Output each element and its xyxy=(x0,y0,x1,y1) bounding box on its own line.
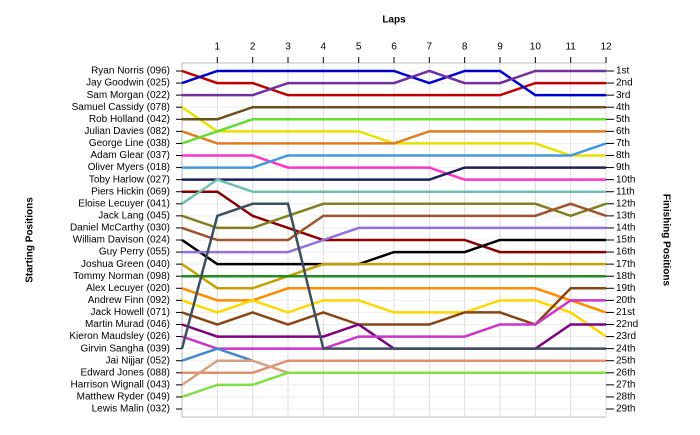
driver-line xyxy=(182,69,606,97)
driver-name: Jay Goodwin (025) xyxy=(86,78,170,89)
driver-name: Andrew Finn (092) xyxy=(88,295,170,306)
driver-name: Julian Davies (082) xyxy=(84,126,170,137)
y2-tick-label: 14th xyxy=(616,223,635,234)
y2-tick-label: 3rd xyxy=(616,90,630,101)
y2-tick-label: 22nd xyxy=(616,319,638,330)
y2-tick-label: 29th xyxy=(616,404,635,415)
y2-tick-label: 13th xyxy=(616,210,635,221)
y2-tick-label: 15th xyxy=(616,235,635,246)
driver-name: Oliver Myers (018) xyxy=(88,162,170,173)
driver-line xyxy=(181,371,606,399)
x-tick-label: 4 xyxy=(321,42,327,53)
y2-tick-label: 5th xyxy=(616,114,630,125)
driver-line xyxy=(182,105,606,121)
driver-name: Adam Glear (037) xyxy=(91,150,170,161)
driver-line xyxy=(181,69,606,97)
y2-tick-label: 7th xyxy=(616,138,630,149)
driver-name: Lewis Malin (032) xyxy=(92,404,170,415)
x-tick-label: 2 xyxy=(250,42,256,53)
x-tick-label: 11 xyxy=(565,42,576,53)
driver-line xyxy=(181,130,606,145)
y2-tick-label: 26th xyxy=(616,367,635,378)
driver-name: Jai Nijjar (052) xyxy=(106,355,170,366)
driver-line xyxy=(182,359,606,375)
driver-name: Daniel McCarthy (030) xyxy=(70,223,170,234)
driver-name: Girvin Sangha (039) xyxy=(81,343,171,354)
x-tick-label: 9 xyxy=(497,42,503,53)
driver-line xyxy=(181,118,606,145)
x-tick-label: 1 xyxy=(215,42,221,53)
x-tick-label: 5 xyxy=(356,42,362,53)
y2-tick-label: 24th xyxy=(616,343,635,354)
y-axis-label: Starting Positions xyxy=(25,197,36,283)
driver-line xyxy=(181,347,254,362)
driver-line xyxy=(182,190,606,254)
y2-tick-label: 16th xyxy=(616,247,635,258)
x-tick-label: 12 xyxy=(600,42,612,53)
y2-tick-label: 9th xyxy=(616,162,630,173)
driver-line xyxy=(182,142,607,169)
driver-name: Matthew Ryder (049) xyxy=(77,392,170,403)
driver-line xyxy=(182,166,606,181)
x-tick-label: 3 xyxy=(285,42,291,53)
driver-name: Martin Murad (046) xyxy=(85,319,170,330)
y2-tick-label: 18th xyxy=(616,271,635,282)
y2-tick-label: 25th xyxy=(616,355,635,366)
driver-name: Rob Holland (042) xyxy=(89,114,170,125)
driver-name: Tommy Norman (098) xyxy=(73,271,170,282)
driver-name: Edward Jones (088) xyxy=(81,367,171,378)
y2-tick-label: 11th xyxy=(616,186,635,197)
y2-tick-label: 28th xyxy=(616,392,635,403)
y2-tick-label: 12th xyxy=(616,198,635,209)
driver-line xyxy=(180,202,606,350)
y2-tick-label: 10th xyxy=(616,174,635,185)
driver-name: George Line (038) xyxy=(89,138,170,149)
driver-line xyxy=(181,202,607,242)
y2-tick-label: 2nd xyxy=(616,78,633,89)
driver-line xyxy=(181,202,607,230)
driver-name: Jack Lang (045) xyxy=(98,210,170,221)
driver-name: Toby Harlow (027) xyxy=(89,174,170,185)
driver-name: Alex Lecuyer (020) xyxy=(86,283,170,294)
y2-tick-label: 19th xyxy=(616,283,635,294)
driver-name: Piers Hickin (069) xyxy=(91,186,170,197)
driver-name: Kieron Maudsley (026) xyxy=(69,331,170,342)
x-tick-label: 6 xyxy=(391,42,397,53)
driver-name: Harrison Wignall (043) xyxy=(71,379,170,390)
driver-name: Sam Morgan (022) xyxy=(87,90,170,101)
x-tick-label: 10 xyxy=(530,42,542,53)
driver-name: Guy Perry (055) xyxy=(99,247,170,258)
driver-line xyxy=(181,299,607,338)
driver-line xyxy=(181,69,606,97)
driver-name: Ryan Norris (096) xyxy=(91,66,170,77)
y2-axis-label: Finishing Positions xyxy=(660,194,671,287)
y2-tick-label: 17th xyxy=(616,259,635,270)
y2-tick-label: 4th xyxy=(616,102,630,113)
x-tick-label: 7 xyxy=(427,42,433,53)
y2-tick-label: 23rd xyxy=(616,331,636,342)
driver-line xyxy=(181,262,606,290)
y2-tick-label: 1st xyxy=(616,66,630,77)
x-axis-label: Laps xyxy=(382,15,406,26)
driver-line xyxy=(181,299,606,350)
driver-line xyxy=(182,226,606,254)
driver-name: Joshua Green (040) xyxy=(81,259,170,270)
driver-name: Samuel Cassidy (078) xyxy=(72,102,170,113)
driver-name: Jack Howell (071) xyxy=(91,307,170,318)
driver-line xyxy=(181,238,606,266)
driver-name: William Davison (024) xyxy=(73,235,170,246)
driver-line xyxy=(182,154,606,181)
x-tick-label: 8 xyxy=(462,42,468,53)
driver-name: Eloise Lecuyer (041) xyxy=(78,198,170,209)
driver-line xyxy=(181,178,606,205)
y2-tick-label: 20th xyxy=(616,295,635,306)
y2-tick-label: 8th xyxy=(616,150,630,161)
y2-tick-label: 21st xyxy=(616,307,635,318)
y2-tick-label: 27th xyxy=(616,379,635,390)
y2-tick-label: 6th xyxy=(616,126,630,137)
